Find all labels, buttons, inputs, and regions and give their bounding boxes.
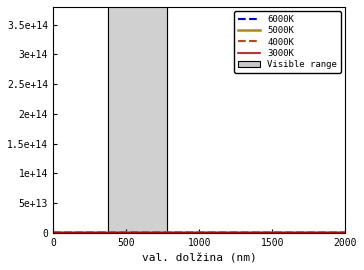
Bar bbox=[108, 7, 167, 233]
X-axis label: val. dolžina (nm): val. dolžina (nm) bbox=[142, 253, 257, 263]
Legend: 6000K, 5000K, 4000K, 3000K, Visible range: 6000K, 5000K, 4000K, 3000K, Visible rang… bbox=[234, 11, 341, 73]
